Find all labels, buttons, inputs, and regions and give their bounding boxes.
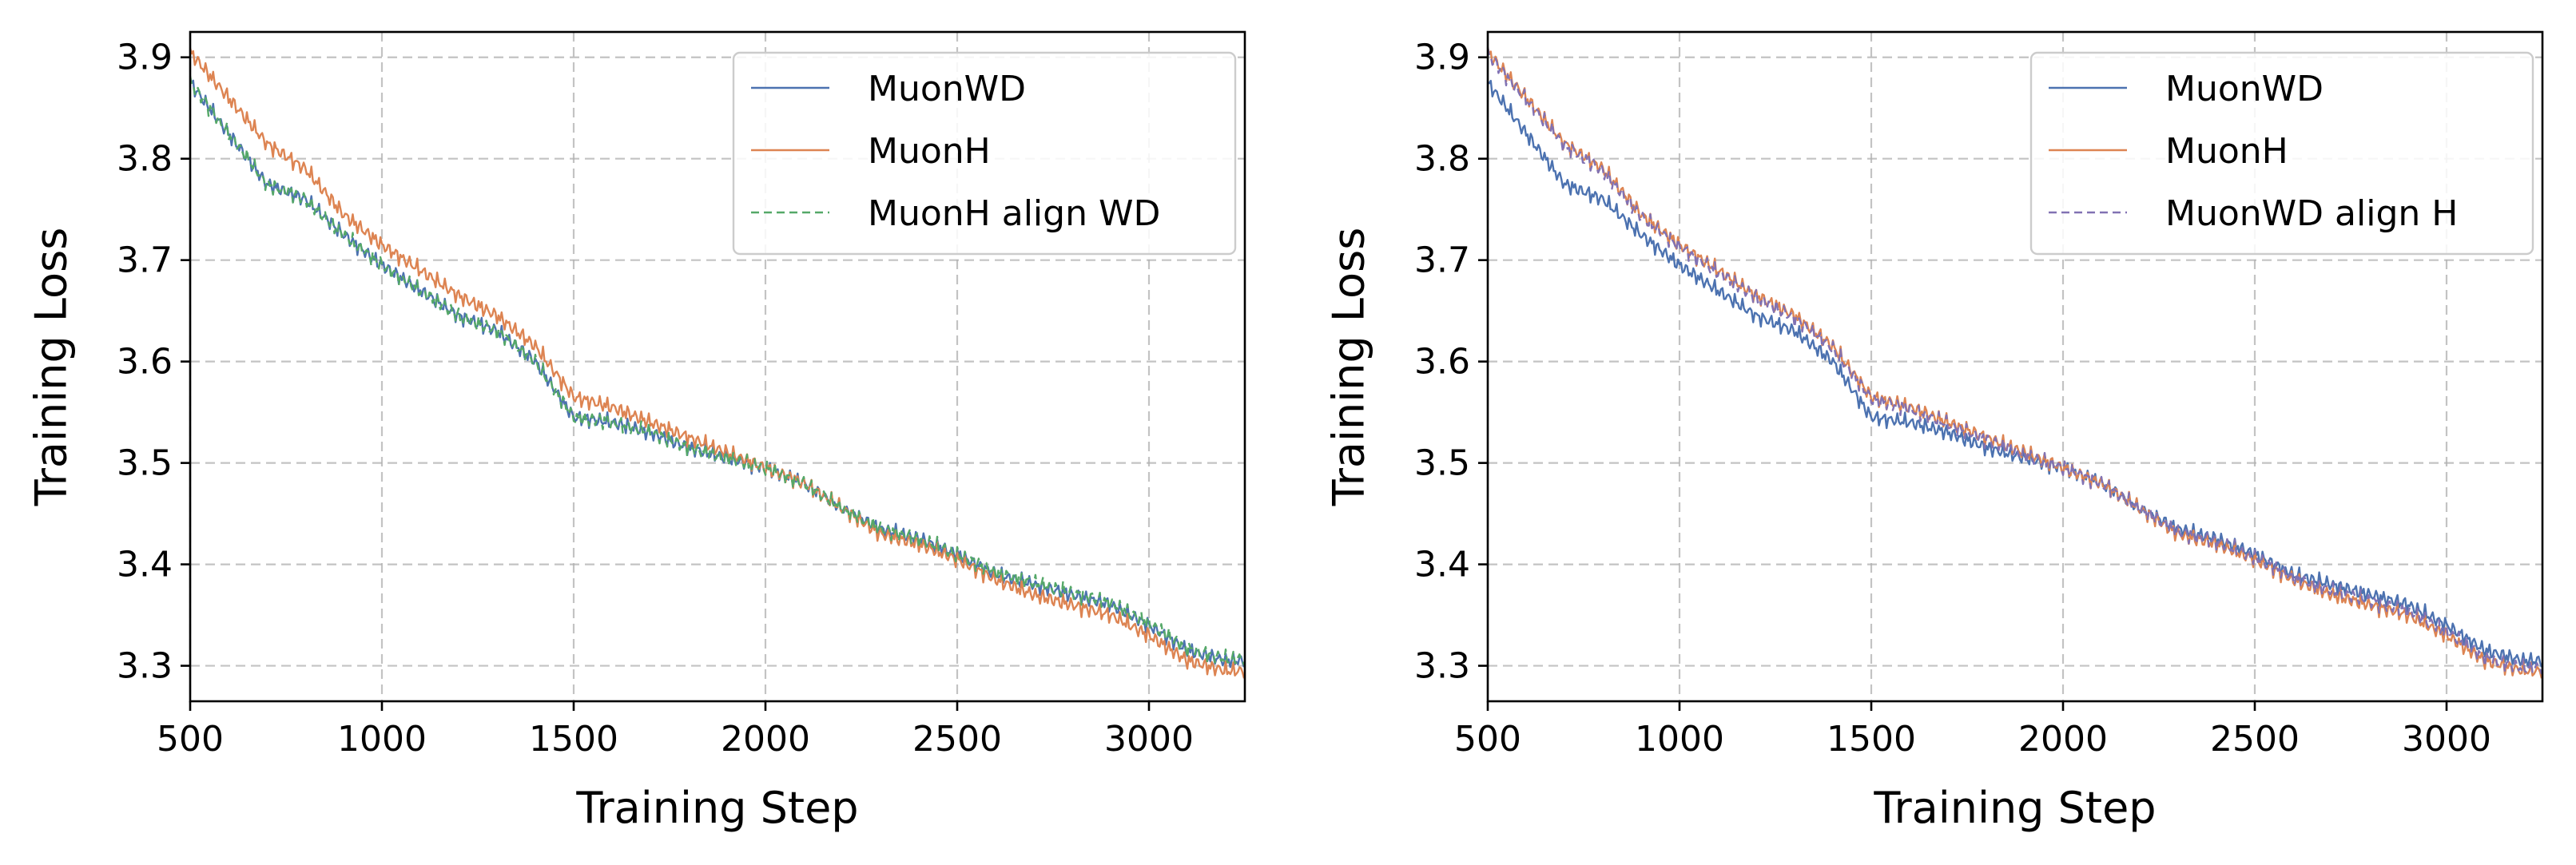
- x-tick-label-4: 2500: [2210, 719, 2300, 760]
- legend-box: [732, 51, 1237, 256]
- x-tick-label-0: 500: [1454, 719, 1521, 760]
- legend: MuonWD MuonH MuonH align WD: [732, 51, 1237, 256]
- series-line-1: [189, 48, 1246, 679]
- legend-box: [2029, 51, 2534, 256]
- y-tick-label-2: 3.5: [117, 443, 173, 484]
- legend-label-0: MuonWD: [868, 69, 1026, 109]
- x-tick-label-1: 1000: [1635, 719, 1724, 760]
- plot-frame: [189, 30, 1246, 703]
- y-tick-label-5: 3.8: [1414, 139, 1470, 180]
- chart-panel-left: 500 1000 1500 2000 2500 3000 3.3 3.4 3.5 3.6 3.7 3.…: [26, 30, 1246, 833]
- x-tick-label-1: 1000: [337, 719, 427, 760]
- chart-panel-right: 500 1000 1500 2000 2500 3000 3.3 3.4 3.5 3.6 3.7 3.…: [1324, 30, 2544, 833]
- series-line-2: [189, 76, 1246, 666]
- y-tick-label-0: 3.3: [117, 646, 173, 687]
- plot-frame: [1486, 30, 2544, 703]
- series-line-2: [1486, 47, 2543, 675]
- y-axis-label: Training Loss: [26, 228, 77, 507]
- y-tick-label-4: 3.7: [117, 240, 173, 281]
- x-tick-label-5: 3000: [2402, 719, 2491, 760]
- x-tick-label-4: 2500: [912, 719, 1002, 760]
- y-tick-label-5: 3.8: [117, 139, 173, 180]
- legend-label-2: MuonH align WD: [868, 193, 1160, 234]
- y-tick-label-3: 3.6: [117, 342, 173, 383]
- y-axis-label: Training Loss: [1324, 228, 1374, 507]
- y-tick-label-1: 3.4: [1414, 545, 1470, 585]
- legend-label-2: MuonWD align H: [2165, 193, 2458, 234]
- y-tick-label-4: 3.7: [1414, 240, 1470, 281]
- legend: MuonWD MuonH MuonWD align H: [2029, 51, 2534, 256]
- legend-label-0: MuonWD: [2165, 69, 2324, 109]
- series-line-0: [1487, 79, 2543, 668]
- x-axis-label: Training Step: [1873, 783, 2156, 833]
- y-tick-label-1: 3.4: [117, 545, 173, 585]
- y-tick-label-6: 3.9: [117, 38, 173, 78]
- x-tick-label-2: 1500: [1827, 719, 1916, 760]
- y-tick-label-0: 3.3: [1414, 646, 1470, 687]
- legend-label-1: MuonH: [868, 131, 991, 172]
- x-tick-label-3: 2000: [2018, 719, 2108, 760]
- y-tick-label-6: 3.9: [1414, 38, 1470, 78]
- x-tick-label-0: 500: [157, 719, 224, 760]
- x-tick-label-2: 1500: [529, 719, 618, 760]
- x-tick-label-3: 2000: [721, 719, 810, 760]
- legend-label-1: MuonH: [2165, 131, 2288, 172]
- x-axis-label: Training Step: [575, 783, 858, 833]
- y-tick-label-3: 3.6: [1414, 342, 1470, 383]
- y-tick-label-2: 3.5: [1414, 443, 1470, 484]
- x-tick-label-5: 3000: [1104, 719, 1194, 760]
